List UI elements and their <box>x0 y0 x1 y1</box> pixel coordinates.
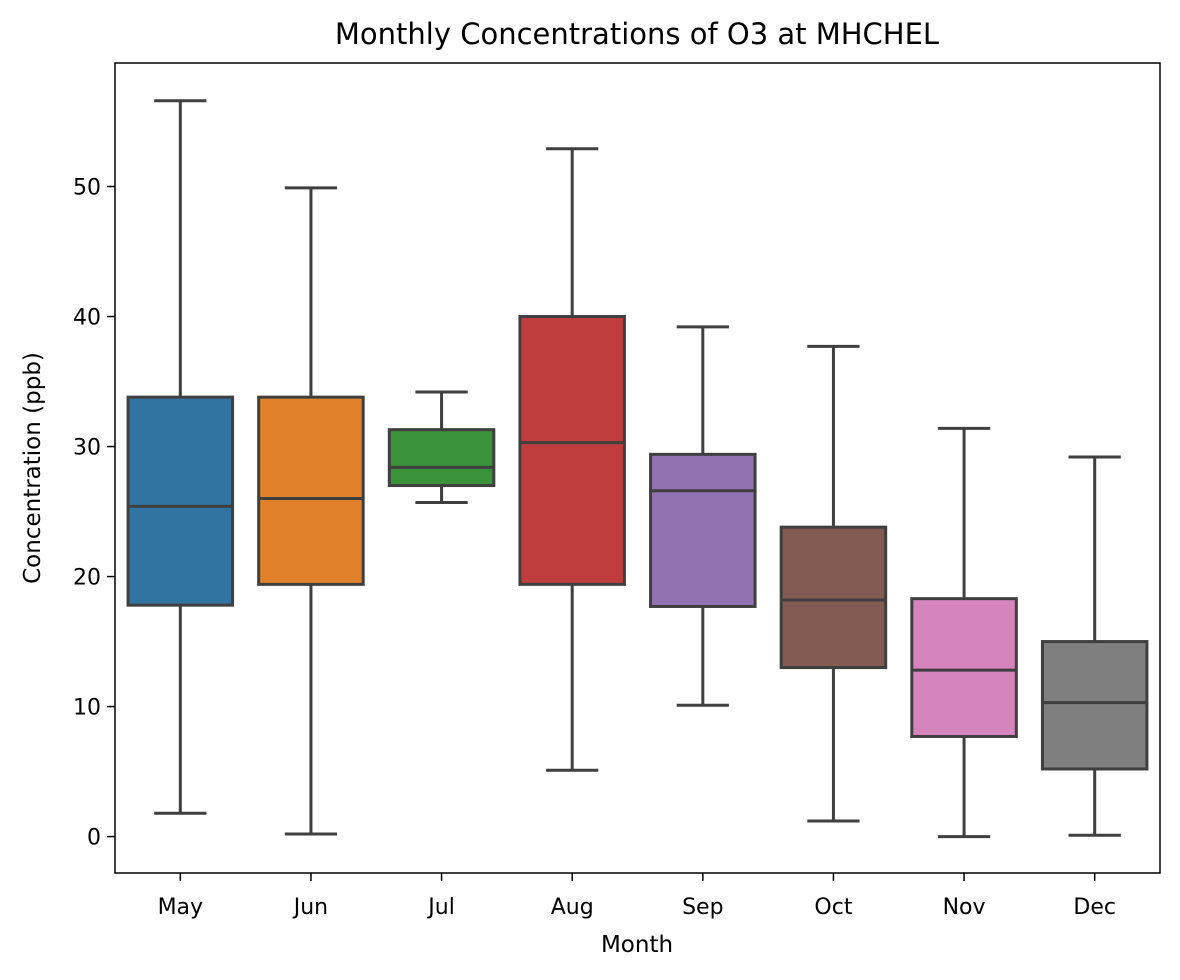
y-axis-label: Concentration (ppb) <box>20 352 46 584</box>
y-axis: 0 10 20 30 40 50 <box>73 176 115 851</box>
y-tick-label: 20 <box>73 566 101 591</box>
x-tick-label: Aug <box>551 895 594 920</box>
x-tick-label: Oct <box>814 895 852 920</box>
x-tick-label: Dec <box>1073 895 1116 920</box>
box-oct <box>779 344 888 823</box>
boxes-layer <box>126 99 1149 839</box>
interquartile-box <box>126 395 235 607</box>
y-tick-label: 0 <box>87 826 101 851</box>
y-tick-label: 40 <box>73 306 101 331</box>
x-axis-label: Month <box>601 932 673 958</box>
y-tick-label: 10 <box>73 696 101 721</box>
box-nov <box>910 426 1018 839</box>
box-jun <box>257 186 365 836</box>
plot-area-frame <box>114 62 1161 874</box>
x-tick-label: Jun <box>292 895 328 920</box>
interquartile-box <box>779 525 888 670</box>
y-tick-label: 50 <box>73 176 101 201</box>
box-may <box>126 99 235 815</box>
x-tick-label: Sep <box>682 895 723 920</box>
x-tick-label: May <box>158 895 203 920</box>
interquartile-box <box>649 452 757 608</box>
interquartile-box <box>518 315 626 586</box>
x-tick-label: Jul <box>426 895 455 920</box>
box-dec <box>1040 455 1149 837</box>
interquartile-box <box>1040 640 1149 771</box>
y-tick-label: 30 <box>73 436 101 461</box>
interquartile-box <box>257 395 365 586</box>
interquartile-box <box>387 428 496 488</box>
x-tick-label: Nov <box>943 895 986 920</box>
chart-title: Monthly Concentrations of O3 at MHCHEL <box>335 17 939 51</box>
box-jul <box>387 390 496 504</box>
x-axis: May Jun Jul Aug Sep Oct Nov Dec <box>158 873 1116 920</box>
box-sep <box>649 325 757 707</box>
interquartile-box <box>910 597 1018 738</box>
box-aug <box>518 147 626 772</box>
